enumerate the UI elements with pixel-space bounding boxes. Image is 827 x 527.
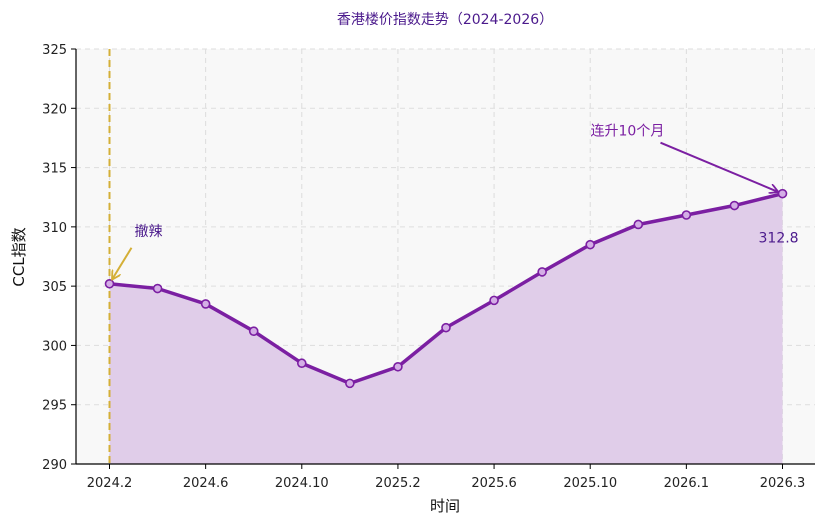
data-point (393, 361, 403, 372)
y-tick-label: 325 (42, 43, 67, 58)
data-point (537, 267, 547, 277)
data-point (104, 278, 115, 289)
x-tick-label: 2025.2 (375, 476, 421, 491)
x-tick-label: 2026.1 (664, 476, 710, 491)
annotation-final-value: 312.8 (759, 231, 799, 247)
y-tick-label: 320 (42, 102, 67, 117)
x-tick-label: 2024.10 (275, 476, 329, 491)
x-tick-label: 2026.3 (760, 476, 806, 491)
annotation-arrow-rise (660, 141, 778, 192)
y-tick-label: 315 (42, 162, 67, 177)
data-point (681, 210, 692, 220)
y-tick-label: 310 (42, 221, 67, 236)
x-axis-title: 时间 (430, 497, 460, 515)
data-point (585, 239, 596, 250)
data-point (633, 219, 644, 230)
y-tick-label: 305 (42, 280, 67, 295)
data-point (777, 188, 788, 199)
data-point (200, 299, 211, 309)
annotation-policy-label: 撤辣 (135, 224, 163, 240)
data-point (489, 295, 499, 306)
data-point (729, 200, 740, 211)
x-tick-label: 2025.10 (563, 476, 617, 491)
y-tick-label: 290 (42, 458, 67, 473)
y-axis-title: CCL指数 (10, 227, 28, 286)
data-point (441, 322, 451, 333)
annotation-rise-label: 连升10个月 (591, 124, 665, 140)
y-tick-label: 295 (42, 399, 67, 414)
data-point (296, 358, 307, 369)
y-tick-label: 300 (42, 339, 67, 354)
annotation-arrow-policy (113, 247, 133, 279)
x-tick-label: 2024.6 (183, 476, 229, 491)
x-tick-label: 2024.2 (87, 476, 133, 491)
data-point (152, 283, 163, 294)
x-tick-label: 2025.6 (471, 476, 517, 491)
chart-title: 香港楼价指数走势（2024-2026） (337, 12, 553, 28)
data-point (345, 378, 355, 389)
data-point (248, 326, 259, 337)
